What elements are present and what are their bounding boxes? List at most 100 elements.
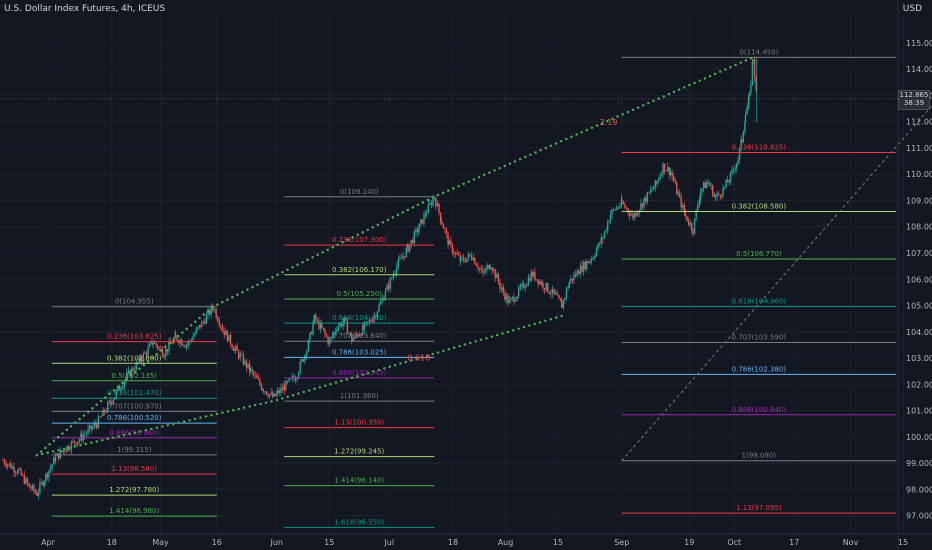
candle-body <box>181 340 183 346</box>
candle-body <box>665 170 667 172</box>
candle-body <box>386 285 388 291</box>
candle-body <box>736 163 738 169</box>
candle-body <box>571 278 574 281</box>
candle-body <box>487 264 489 268</box>
fibonacci-retracements[interactable]: 0(104.955) 0.236(103.625) 0.382(102.800) 0.… <box>51 48 896 528</box>
candle-body <box>671 171 673 177</box>
time-tick-label: May <box>152 538 169 547</box>
candle-body <box>161 348 164 356</box>
candle-body <box>275 393 277 397</box>
candle-body <box>625 207 628 209</box>
candle-body <box>423 214 425 224</box>
candle-body <box>507 295 509 304</box>
candle-body <box>302 359 305 362</box>
candle-body <box>508 300 510 304</box>
candle-body <box>228 334 230 342</box>
candle-body <box>244 360 246 365</box>
candle-body <box>687 221 690 225</box>
candle-body <box>294 379 297 381</box>
candle-body <box>397 259 400 267</box>
candle-body <box>556 294 559 296</box>
candle-body <box>107 402 109 412</box>
candle-body <box>370 320 372 322</box>
candle-body <box>39 482 41 493</box>
candle-body <box>122 387 124 389</box>
candle-body <box>579 265 582 274</box>
candle-body <box>654 180 657 185</box>
candle-body <box>400 258 403 259</box>
candle-body <box>20 468 22 475</box>
trend-channel[interactable]: 2.19 0.618 <box>0 56 932 462</box>
candle-body <box>488 264 490 270</box>
candle-body <box>226 330 229 342</box>
candle-body <box>516 296 518 300</box>
candle-body <box>751 61 754 85</box>
candle-body <box>184 345 186 348</box>
candle-body <box>408 244 411 252</box>
candle-body <box>413 231 415 244</box>
candle-body <box>537 279 539 285</box>
candle-body <box>467 254 470 259</box>
channel-upper-label: 2.19 <box>600 118 618 127</box>
candle-body <box>578 270 580 275</box>
time-tick-label: 18 <box>107 538 117 547</box>
candle-body <box>723 186 726 188</box>
candle-body <box>740 138 742 149</box>
candle-body <box>695 210 697 219</box>
candle-body <box>717 193 720 195</box>
fib-level-label: 0(104.955) <box>115 298 154 306</box>
fib-level-label: 0.786(102.380) <box>732 365 787 373</box>
fib-level-label: 1.414(96.980) <box>109 507 159 515</box>
candle-body <box>448 240 450 245</box>
candle-body <box>193 333 196 337</box>
candle-body <box>319 323 322 329</box>
candle-body <box>123 381 126 388</box>
candle-body <box>564 297 566 300</box>
candle-body <box>734 168 736 170</box>
candle-body <box>412 240 414 244</box>
candle-body <box>325 333 328 337</box>
candle-body <box>750 84 752 94</box>
candle-body <box>586 261 588 269</box>
candle-body <box>360 334 362 336</box>
candle-body <box>233 348 235 351</box>
chart-title: U.S. Dollar Index Futures, 4h, ICEUS <box>4 4 166 14</box>
price-tick-label: 112.000 <box>906 118 932 127</box>
candle-body <box>689 222 691 225</box>
candle-body <box>432 198 434 206</box>
candle-body <box>499 282 501 289</box>
candle-body <box>242 354 245 365</box>
candle-body <box>349 333 352 335</box>
price-axis[interactable]: 97.000 98.000 99.000 100.000 101.000 102.000 1… <box>897 0 932 550</box>
candle-body <box>221 326 224 331</box>
candle-body <box>482 270 484 273</box>
candle-body <box>510 298 512 301</box>
candle-body <box>8 463 10 465</box>
candle-body <box>90 425 92 430</box>
candle-body <box>140 356 142 361</box>
candle-body <box>527 277 530 285</box>
candle-body <box>363 322 366 330</box>
candle-body <box>312 322 314 335</box>
candle-body <box>469 254 471 256</box>
fib-level-label: 0.707(103.640) <box>332 332 387 340</box>
candle-body <box>645 197 647 202</box>
candle-body <box>301 359 303 362</box>
time-tick-label: 15 <box>324 538 334 547</box>
candle-body <box>489 267 492 270</box>
candle-body <box>130 368 133 377</box>
fib-level-label: 1.414(98.140) <box>334 477 384 485</box>
candle-body <box>43 481 45 486</box>
candle-body <box>576 270 578 276</box>
time-axis[interactable]: Apr 18 May 16 Jun 15 Jul 18 Aug 15 Sep 19 Oct 17 Nov 15… <box>0 533 932 547</box>
candle-body <box>215 309 217 318</box>
candle-body <box>102 409 104 416</box>
candle-body <box>712 185 714 197</box>
candle-body <box>475 264 478 267</box>
candle-body <box>333 331 335 336</box>
candle-body <box>208 310 211 315</box>
candle-body <box>195 329 197 334</box>
candle-body <box>343 317 345 323</box>
candle-body <box>352 338 355 342</box>
